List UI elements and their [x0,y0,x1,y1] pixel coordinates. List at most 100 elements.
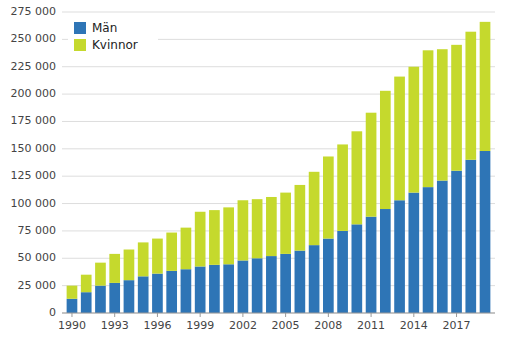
x-tick-label: 1999 [186,319,214,332]
bar [423,50,434,187]
legend-swatch [74,22,86,34]
bar [394,77,405,201]
bar [323,239,334,313]
bar [223,264,234,313]
bar [295,185,306,251]
x-tick-label: 2002 [229,319,257,332]
bar [138,242,149,276]
x-tick [114,313,115,317]
bar [209,265,220,313]
bar [423,187,434,313]
y-tick-label: 100 000 [11,197,57,210]
bar [95,263,106,286]
x-tick [413,313,414,317]
x-tick [71,313,72,317]
x-tick-label: 1990 [58,319,86,332]
y-tick-label: 50 000 [18,251,57,264]
legend: Män Kvinnor [68,16,158,58]
bar [480,22,491,151]
x-tick [157,313,158,317]
bar [152,239,163,274]
bar [351,131,362,224]
bar [366,217,377,313]
bar [95,286,106,313]
bars [67,22,491,313]
bar [266,197,277,256]
bar [152,274,163,313]
bar [408,67,419,193]
y-tick-label: 25 000 [18,279,57,292]
y-grid [62,12,495,313]
grid-line [62,313,495,314]
y-tick-labels: 0 25 000 50 000 75 000 100 000 125 000 150 000… [11,5,57,319]
bar [166,271,177,313]
bar [252,258,263,313]
bar [451,171,462,313]
x-tick [371,313,372,317]
bar [209,210,220,265]
x-tick-label: 2011 [357,319,385,332]
series [67,22,491,299]
x-tick-label: 2005 [272,319,300,332]
bar [138,276,149,313]
bar [124,250,135,281]
x-tick [242,313,243,317]
bar [238,200,249,260]
bar [380,209,391,313]
chart: 0 25 000 50 000 75 000 100 000 125 000 150 000… [0,0,509,341]
bar [366,113,377,217]
bar [109,254,120,283]
x-tick-label: 1996 [143,319,171,332]
bar [309,172,320,245]
legend-background [68,16,158,58]
bar [451,45,462,171]
x-tick [200,313,201,317]
bar [223,207,234,264]
bar [437,49,448,180]
x-tick-label: 2014 [400,319,428,332]
bar [67,286,78,299]
bar [81,292,92,313]
x-tick [285,313,286,317]
bar [337,231,348,313]
bar [437,181,448,313]
y-tick-label: 200 000 [11,87,57,100]
y-tick-label: 150 000 [11,142,57,155]
x-tick [328,313,329,317]
bar [238,260,249,313]
grid-line [62,12,495,13]
bar [166,233,177,271]
x-tick-label: 1993 [101,319,129,332]
bar [67,299,78,313]
bar [81,275,92,293]
bar [351,224,362,313]
bar [280,193,291,254]
x-tick [456,313,457,317]
bar [280,254,291,313]
bar [266,256,277,313]
legend-label: Kvinnor [92,38,138,52]
y-tick-label: 175 000 [11,114,57,127]
bar [181,269,192,313]
bar [337,144,348,230]
x-axis: 1990 1993 1996 1999 2002 2005 2008 2011 2014 2017 [58,313,495,332]
bar [252,199,263,258]
bar [465,160,476,313]
bar [295,251,306,313]
x-tick-label: 2008 [314,319,342,332]
bar [124,280,135,313]
bar [195,212,206,267]
legend-label: Män [92,21,117,35]
y-tick-label: 225 000 [11,60,57,73]
bar [309,245,320,313]
y-tick-label: 125 000 [11,169,57,182]
y-tick-label: 250 000 [11,32,57,45]
bar [181,228,192,270]
legend-swatch [74,39,86,51]
y-tick-label: 275 000 [11,5,57,18]
x-tick-label: 2017 [443,319,471,332]
y-tick-label: 75 000 [18,224,57,237]
bar [380,91,391,209]
y-tick-label: 0 [49,306,56,319]
bar [394,200,405,313]
